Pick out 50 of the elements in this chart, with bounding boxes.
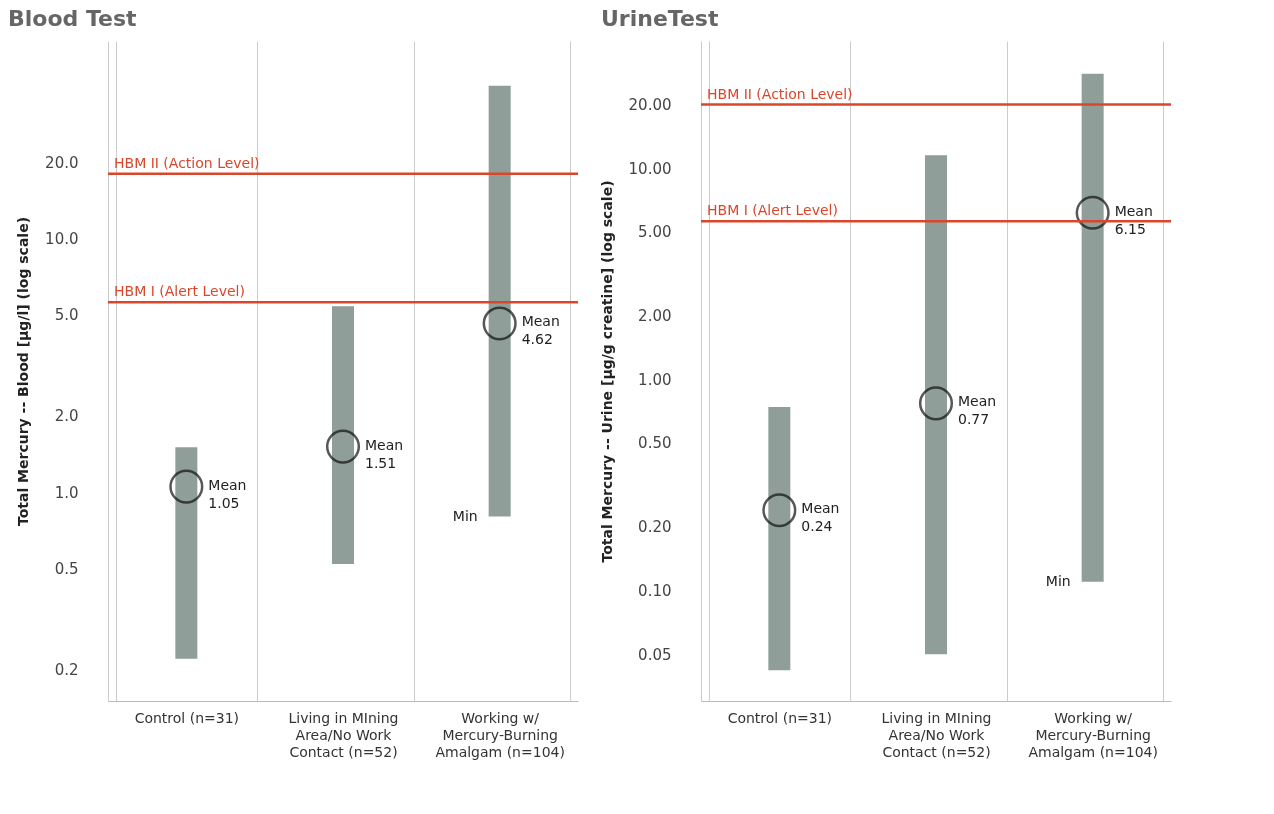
y-tick-label: 1.00 [638, 370, 672, 389]
bar [768, 406, 791, 671]
x-tick-label: Control (n=31) [727, 709, 833, 726]
point [169, 469, 204, 504]
y-tick-label: 20.00 [628, 96, 672, 115]
point [1075, 195, 1110, 230]
annotation: Mean 0.77 [958, 393, 997, 428]
y-tick-label: 0.20 [638, 518, 672, 537]
y-tick-label: 5.0 [54, 306, 79, 325]
y-tick-label: 10.0 [45, 229, 79, 248]
x-tick-label: Living in MIning Area/No Work Contact (n=52) [288, 709, 399, 760]
annotation: Mean 6.15 [1114, 202, 1153, 237]
ref-line-label: HBM I (Alert Level) [114, 283, 245, 300]
chart-title: UrineTest [601, 6, 719, 31]
y-tick-label: 0.5 [54, 559, 79, 578]
y-tick-label: 20.0 [45, 153, 79, 172]
point [762, 493, 797, 528]
x-tick-label: Working w/ Mercury-Burning Amalgam (n=104) [1028, 709, 1158, 760]
point [482, 306, 517, 341]
bar [925, 155, 947, 655]
y-axis-title: Total Mercury -- Blood [µg/l] (log scale) [15, 216, 32, 527]
bar [332, 306, 354, 565]
y-tick-label: 0.50 [638, 434, 672, 453]
annotation: Min [1045, 572, 1071, 589]
annotation: Min [452, 507, 478, 524]
point [325, 429, 361, 464]
annotation: Mean 4.62 [521, 313, 560, 348]
x-tick-label: Working w/ Mercury-Burning Amalgam (n=104) [435, 709, 565, 760]
ref-line-label: HBM I (Alert Level) [707, 202, 838, 219]
x-tick-label: Control (n=31) [134, 709, 240, 726]
y-tick-label: 1.0 [54, 483, 79, 502]
bar [1081, 73, 1104, 582]
y-axis-title: Total Mercury -- Urine [µg/g creatine] (log scale) [598, 180, 615, 563]
annotation: Mean 0.24 [801, 500, 840, 535]
x-tick-label: Living in MIning Area/No Work Contact (n=52) [881, 709, 992, 760]
point [918, 386, 954, 421]
ref-line-label: HBM II (Action Level) [707, 85, 853, 102]
y-tick-label: 2.0 [54, 407, 79, 426]
chart-title: Blood Test [8, 6, 138, 31]
y-tick-label: 10.00 [628, 159, 672, 178]
y-tick-label: 0.10 [638, 582, 672, 601]
bar [488, 85, 511, 517]
y-tick-label: 0.05 [638, 645, 672, 664]
y-tick-label: 5.00 [638, 223, 672, 242]
y-tick-label: 0.2 [54, 660, 79, 679]
annotation: Mean 1.51 [365, 436, 404, 471]
y-tick-label: 2.00 [638, 307, 672, 326]
ref-line-label: HBM II (Action Level) [114, 154, 260, 171]
annotation: Mean 1.05 [208, 476, 247, 511]
bar [175, 447, 198, 659]
